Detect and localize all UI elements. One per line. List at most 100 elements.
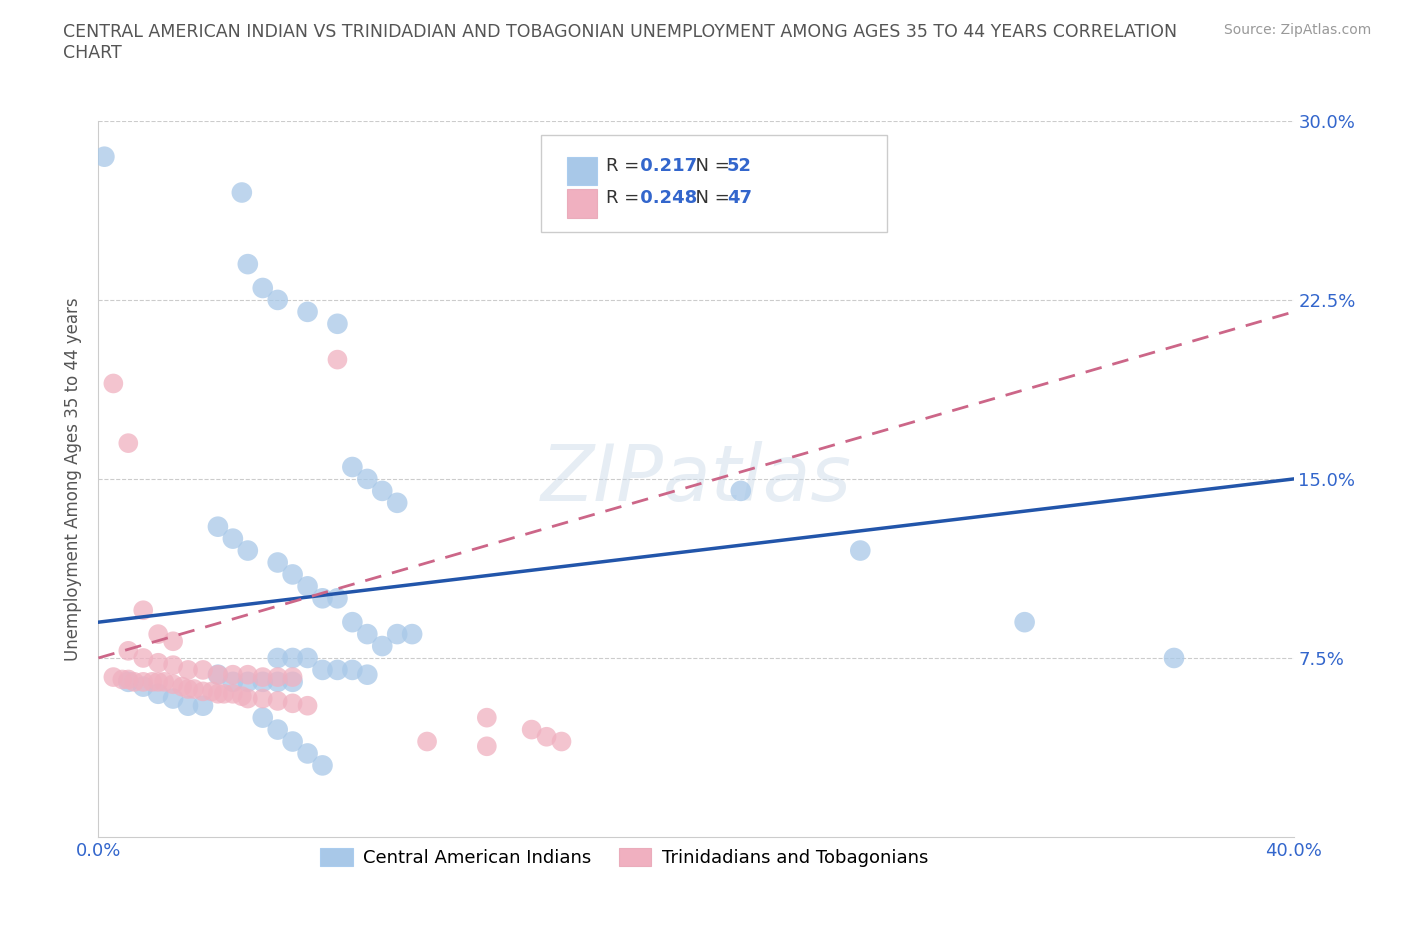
- Text: 0.248: 0.248: [634, 189, 697, 207]
- Text: R =: R =: [606, 189, 645, 207]
- Point: [103, 376, 125, 391]
- Text: 52: 52: [727, 157, 752, 175]
- Point: [162, 634, 184, 649]
- Point: [172, 679, 194, 694]
- Text: ZIPatlas: ZIPatlas: [540, 441, 852, 517]
- Point: [475, 711, 498, 725]
- Point: [281, 670, 304, 684]
- Point: [1014, 615, 1036, 630]
- Point: [267, 670, 290, 684]
- Point: [148, 674, 170, 689]
- Point: [267, 555, 290, 570]
- Legend: Central American Indians, Trinidadians and Tobagonians: Central American Indians, Trinidadians a…: [314, 841, 935, 874]
- Point: [326, 352, 349, 367]
- Point: [236, 257, 259, 272]
- Point: [191, 698, 214, 713]
- FancyBboxPatch shape: [567, 156, 596, 185]
- Point: [267, 651, 290, 666]
- Point: [252, 670, 274, 684]
- Point: [342, 662, 364, 677]
- Point: [201, 684, 224, 698]
- Point: [342, 615, 364, 630]
- Point: [111, 672, 134, 687]
- Point: [132, 679, 155, 694]
- Point: [93, 150, 115, 165]
- Point: [148, 627, 170, 642]
- Point: [281, 734, 304, 749]
- Point: [222, 686, 245, 701]
- Point: [162, 677, 184, 692]
- Point: [191, 662, 214, 677]
- Point: [148, 686, 170, 701]
- Point: [297, 746, 319, 761]
- Point: [326, 591, 349, 605]
- Point: [132, 674, 155, 689]
- Point: [520, 722, 543, 737]
- Point: [311, 662, 333, 677]
- Point: [326, 316, 349, 331]
- Point: [311, 591, 333, 605]
- Point: [281, 674, 304, 689]
- Point: [207, 667, 229, 682]
- Point: [207, 686, 229, 701]
- Point: [236, 691, 259, 706]
- Point: [385, 496, 409, 511]
- Y-axis label: Unemployment Among Ages 35 to 44 years: Unemployment Among Ages 35 to 44 years: [65, 298, 83, 660]
- Text: 47: 47: [727, 189, 752, 207]
- Text: Source: ZipAtlas.com: Source: ZipAtlas.com: [1223, 23, 1371, 37]
- Point: [356, 667, 378, 682]
- Point: [132, 651, 155, 666]
- Point: [416, 734, 439, 749]
- Point: [117, 644, 139, 658]
- Point: [252, 691, 274, 706]
- Point: [267, 722, 290, 737]
- Point: [281, 696, 304, 711]
- Point: [236, 543, 259, 558]
- Point: [153, 674, 176, 689]
- Point: [236, 674, 259, 689]
- Point: [222, 667, 245, 682]
- Point: [117, 672, 139, 687]
- Point: [281, 651, 304, 666]
- Point: [222, 531, 245, 546]
- Point: [267, 292, 290, 307]
- Point: [222, 674, 245, 689]
- Point: [162, 658, 184, 672]
- Point: [212, 686, 235, 701]
- Point: [311, 758, 333, 773]
- Point: [1163, 651, 1185, 666]
- Point: [730, 484, 752, 498]
- Point: [371, 484, 394, 498]
- Point: [475, 738, 498, 753]
- Point: [281, 567, 304, 582]
- Point: [103, 670, 125, 684]
- Text: N =: N =: [685, 157, 735, 175]
- Point: [177, 662, 200, 677]
- Point: [356, 627, 378, 642]
- Point: [236, 667, 259, 682]
- FancyBboxPatch shape: [567, 189, 596, 218]
- Point: [148, 656, 170, 671]
- Text: R =: R =: [606, 157, 645, 175]
- Point: [177, 698, 200, 713]
- Point: [252, 281, 274, 296]
- Point: [141, 674, 163, 689]
- Point: [297, 304, 319, 319]
- Point: [326, 662, 349, 677]
- Point: [117, 435, 139, 451]
- Point: [401, 627, 423, 642]
- Point: [207, 519, 229, 534]
- Point: [231, 185, 253, 200]
- Point: [132, 603, 155, 618]
- Point: [849, 543, 872, 558]
- Point: [252, 711, 274, 725]
- Point: [162, 691, 184, 706]
- Point: [252, 674, 274, 689]
- Point: [177, 682, 200, 697]
- Point: [342, 459, 364, 474]
- Point: [371, 639, 394, 654]
- Point: [297, 698, 319, 713]
- Text: CENTRAL AMERICAN INDIAN VS TRINIDADIAN AND TOBAGONIAN UNEMPLOYMENT AMONG AGES 35: CENTRAL AMERICAN INDIAN VS TRINIDADIAN A…: [63, 23, 1177, 62]
- Point: [117, 674, 139, 689]
- Point: [231, 689, 253, 704]
